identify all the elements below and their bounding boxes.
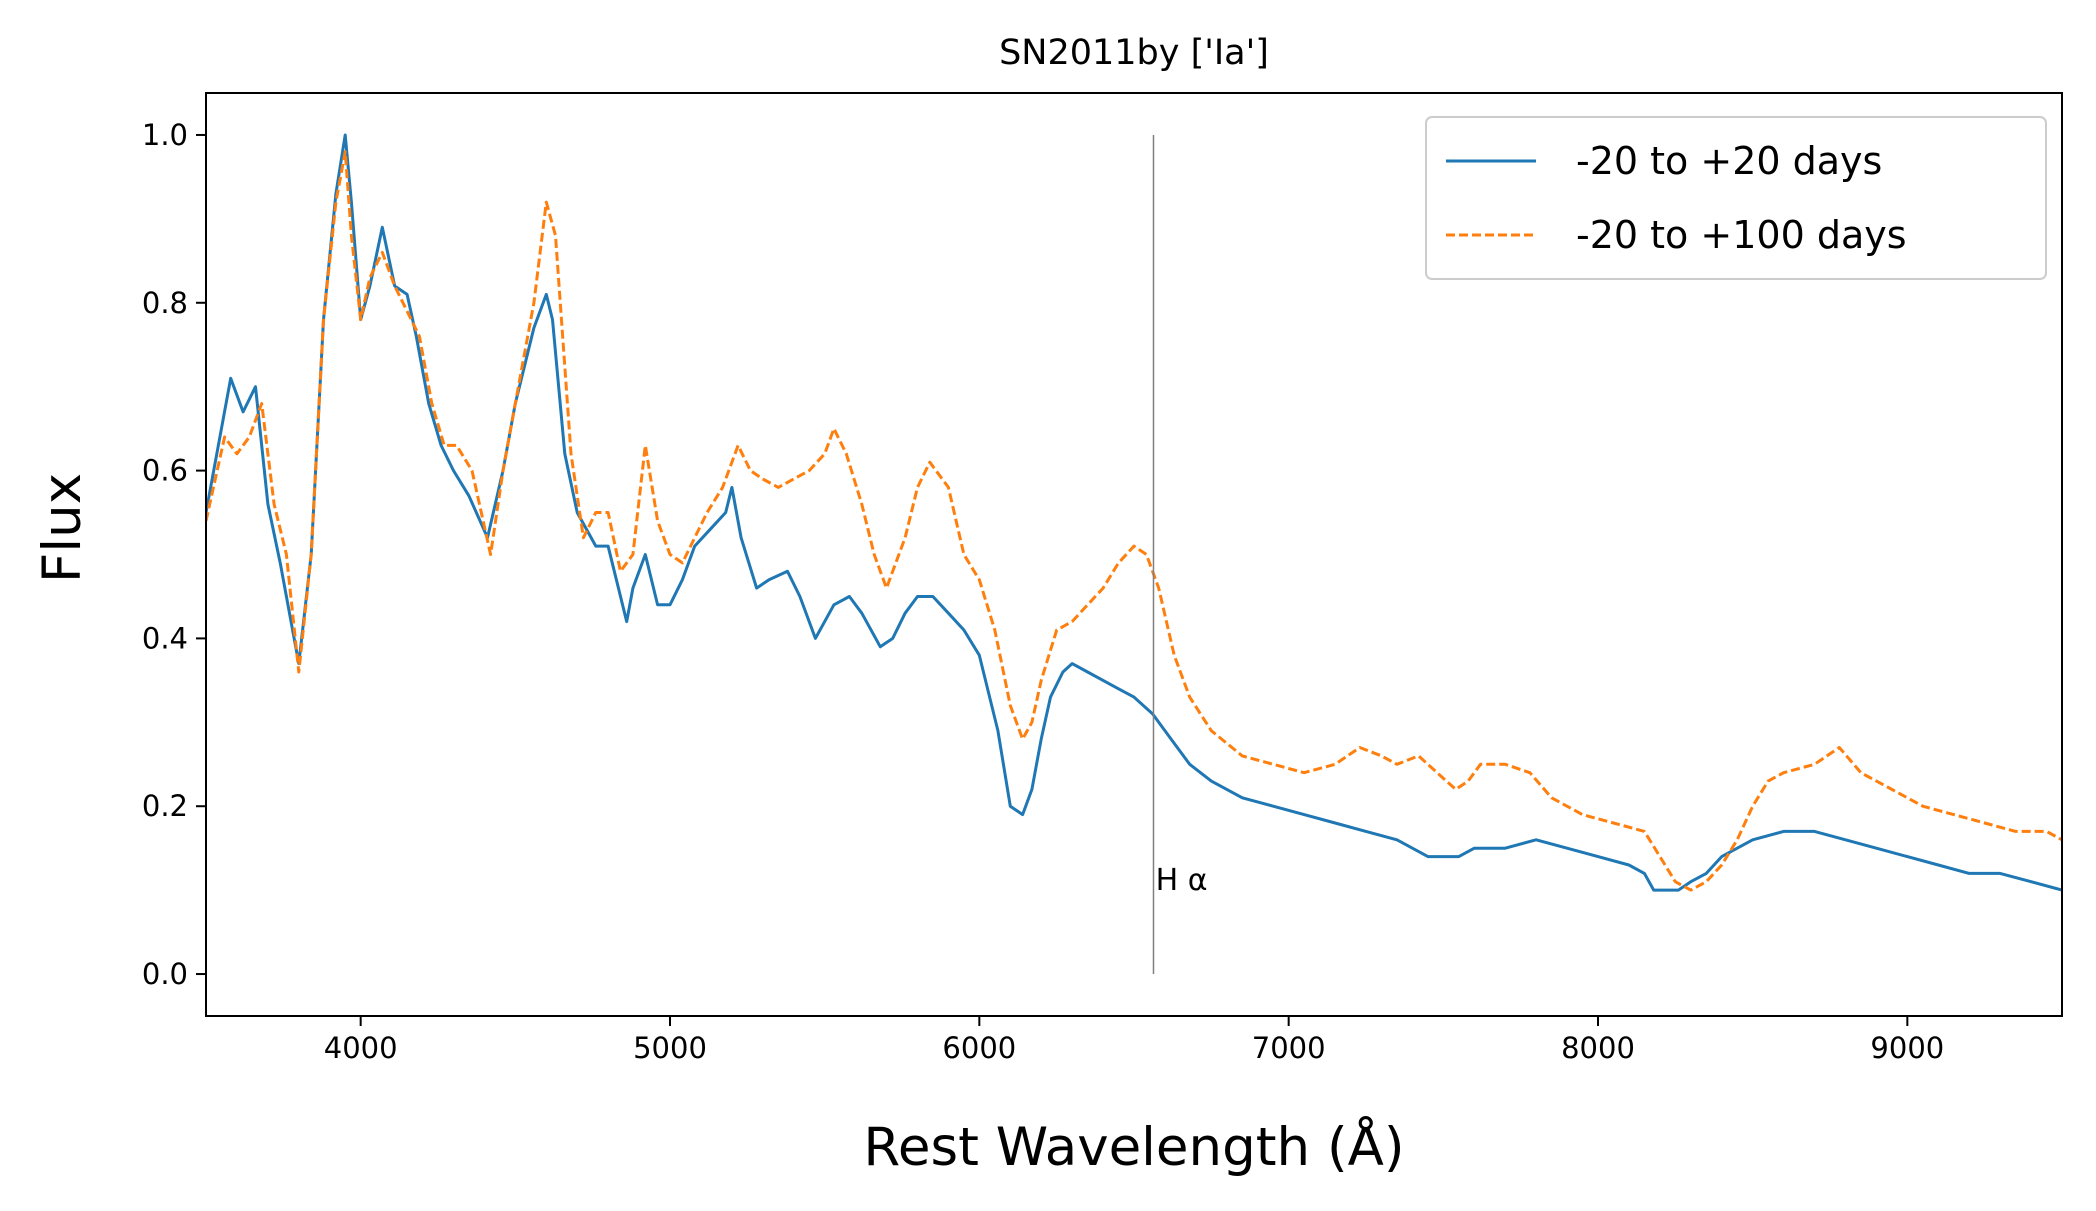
x-tick-label: 4000: [324, 1031, 398, 1065]
x-tick-label: 7000: [1252, 1031, 1326, 1065]
x-axis: 4000 5000 6000 7000 8000 9000: [324, 1016, 1944, 1065]
series-line-2: [206, 150, 2062, 892]
plot-area: [205, 92, 2063, 1017]
y-tick-label: 0.2: [142, 789, 188, 823]
legend-label-2: -20 to +100 days: [1576, 213, 1907, 257]
plot-frame: [205, 92, 2063, 1017]
annotations: H α: [1152, 134, 1208, 975]
x-tick-label: 9000: [1870, 1031, 1944, 1065]
y-tick-label: 0.4: [142, 621, 188, 655]
y-tick-label: 0.6: [142, 454, 188, 488]
y-axis-title: Flux: [32, 473, 93, 583]
legend-box: [1425, 116, 2047, 280]
legend-label-1: -20 to +20 days: [1576, 139, 1882, 183]
y-tick-label: 0.8: [142, 286, 188, 320]
y-axis: 0.0 0.2 0.4 0.6 0.8 1.0: [142, 118, 206, 991]
x-axis-title: Rest Wavelength (Å): [863, 1114, 1404, 1178]
y-tick-label: 0.0: [142, 957, 188, 991]
x-tick-label: 6000: [942, 1031, 1016, 1065]
legend: -20 to +20 days -20 to +100 days: [1425, 116, 2047, 280]
series-line-1: [206, 133, 2062, 892]
x-tick-label: 5000: [633, 1031, 707, 1065]
halpha-label: H α: [1156, 863, 1208, 898]
y-tick-label: 1.0: [142, 118, 188, 152]
chart-title: SN2011by ['Ia']: [999, 33, 1269, 73]
x-tick-label: 8000: [1561, 1031, 1635, 1065]
